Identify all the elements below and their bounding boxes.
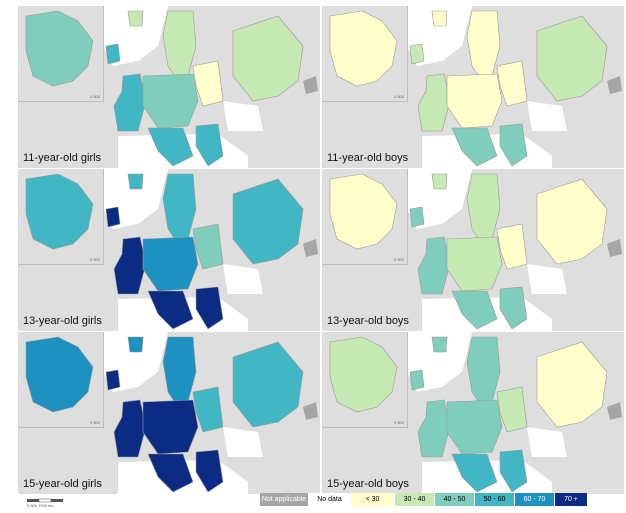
sea-area [407, 6, 567, 168]
region-east [496, 386, 528, 433]
scale-bar: 0 500 1000 km [27, 495, 77, 508]
region-central [142, 236, 199, 292]
sea-area [103, 6, 263, 168]
legend-item: < 30 [350, 493, 394, 506]
region-west [105, 43, 147, 132]
region-canada [329, 336, 398, 413]
sea-area [407, 332, 567, 494]
legend-item: Not applicable [259, 493, 308, 506]
region-canada [329, 173, 398, 250]
panel-label: 13-year-old boys [327, 315, 409, 327]
region-not-applicable [607, 76, 622, 94]
inset-map: 0 500 [322, 169, 408, 265]
inset-map: 0 500 [18, 169, 104, 265]
region-canada [25, 173, 94, 250]
region-east [192, 386, 224, 433]
region-central [446, 236, 503, 292]
region-east [192, 60, 224, 107]
region-south [451, 286, 528, 330]
inset-scale-label: 0 500 [393, 420, 404, 425]
map-panel: 0 500 15-year-old boys [322, 332, 624, 494]
region-not-applicable [303, 76, 318, 94]
europe-map [407, 6, 622, 168]
europe-map [103, 6, 318, 168]
sea-area [103, 332, 263, 494]
europe-map [407, 169, 622, 331]
region-russia [232, 178, 304, 265]
inset-scale-label: 0 500 [393, 94, 404, 99]
inset-map: 0 500 [322, 6, 408, 102]
legend-item: No data [308, 493, 350, 506]
sea-area [103, 169, 263, 331]
region-russia [536, 341, 608, 428]
inset-scale-label: 0 500 [393, 257, 404, 262]
region-russia [232, 341, 304, 428]
inset-map: 0 500 [322, 332, 408, 428]
region-west [105, 206, 147, 295]
region-west [105, 369, 147, 458]
map-panel: 0 500 13-year-old girls [18, 169, 320, 331]
legend: Not applicable No data < 30 30 - 40 40 - 50 5… [259, 493, 587, 506]
region-central [446, 399, 503, 455]
map-panel: 0 500 11-year-old boys [322, 6, 624, 168]
svg-text:0 500 1000 km: 0 500 1000 km [27, 503, 54, 508]
region-south [147, 286, 224, 330]
legend-item: 30 - 40 [394, 493, 434, 506]
inset-scale-label: 0 500 [89, 94, 100, 99]
region-east [192, 223, 224, 270]
panel-label: 15-year-old boys [327, 478, 409, 490]
region-south [451, 123, 528, 167]
region-russia [536, 178, 608, 265]
region-central [142, 73, 199, 129]
legend-item: 70 + [554, 493, 587, 506]
region-canada [25, 336, 94, 413]
inset-scale-label: 0 500 [89, 257, 100, 262]
panel-label: 13-year-old girls [23, 315, 102, 327]
region-russia [536, 15, 608, 102]
region-south [451, 449, 528, 493]
map-panel: 0 500 11-year-old girls [18, 6, 320, 168]
region-not-applicable [303, 239, 318, 257]
europe-map [103, 169, 318, 331]
region-canada [25, 10, 94, 87]
sea-area [407, 169, 567, 331]
region-south [147, 449, 224, 493]
region-not-applicable [607, 402, 622, 420]
legend-item: 60 - 70 [514, 493, 554, 506]
region-west [409, 206, 451, 295]
legend-item: 50 - 60 [474, 493, 514, 506]
region-west [409, 43, 451, 132]
map-panel: 0 500 13-year-old boys [322, 169, 624, 331]
europe-map [103, 332, 318, 494]
inset-map: 0 500 [18, 6, 104, 102]
legend-item: 40 - 50 [434, 493, 474, 506]
region-east [496, 223, 528, 270]
panel-label: 11-year-old boys [327, 152, 409, 164]
region-not-applicable [607, 239, 622, 257]
panel-label: 15-year-old girls [23, 478, 102, 490]
map-panel: 0 500 15-year-old girls [18, 332, 320, 494]
region-west [409, 369, 451, 458]
inset-map: 0 500 [18, 332, 104, 428]
region-south [147, 123, 224, 167]
panel-label: 11-year-old girls [23, 152, 102, 164]
region-russia [232, 15, 304, 102]
inset-scale-label: 0 500 [89, 420, 100, 425]
europe-map [407, 332, 622, 494]
region-not-applicable [303, 402, 318, 420]
region-canada [329, 10, 398, 87]
region-central [446, 73, 503, 129]
region-east [496, 60, 528, 107]
region-central [142, 399, 199, 455]
